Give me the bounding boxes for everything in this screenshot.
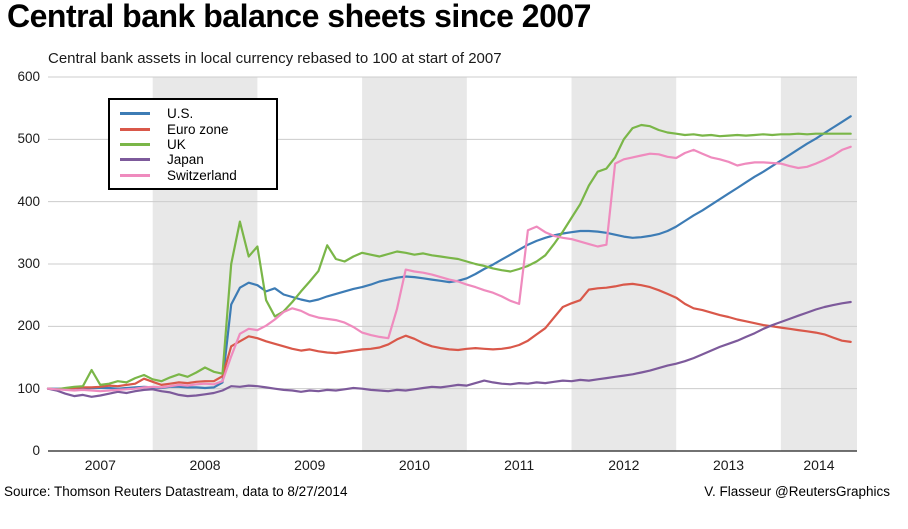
legend-swatch-switzerland (120, 173, 150, 177)
x-axis-tick-label-2009: 2009 (294, 457, 326, 473)
legend-item-u-s: U.S. (110, 106, 276, 121)
y-axis-tick-label-300: 300 (17, 256, 40, 271)
legend-swatch-uk (120, 142, 150, 146)
y-axis-tick-label-600: 600 (17, 69, 40, 84)
legend-label-uk: UK (167, 136, 186, 152)
x-axis-tick-label-2014: 2014 (803, 457, 835, 473)
x-axis-tick-label-2013: 2013 (712, 457, 745, 473)
series-line-switzerland (46, 145, 852, 393)
legend-item-switzerland: Switzerland (110, 168, 276, 183)
y-axis-tick-label-200: 200 (17, 318, 40, 334)
chart-title: Central bank balance sheets since 2007 (7, 0, 591, 34)
legend-label-japan: Japan (167, 152, 204, 168)
x-axis-tick-label-2007: 2007 (84, 457, 116, 473)
legend-swatch-euro-zone (120, 127, 150, 131)
legend-label-u-s: U.S. (167, 106, 194, 122)
y-axis-tick-label-400: 400 (17, 193, 40, 209)
series-line-japan (46, 300, 852, 398)
chart-subtitle: Central bank assets in local currency re… (48, 50, 502, 67)
y-axis-tick-label-100: 100 (17, 380, 40, 396)
legend-item-japan: Japan (110, 152, 276, 167)
legend-swatch-u-s (120, 112, 150, 116)
x-axis-tick-label-2008: 2008 (189, 457, 221, 473)
legend: U.S. Euro zone UK Japan Switzerland (108, 98, 278, 190)
x-axis-tick-label-2012: 2012 (608, 457, 640, 473)
x-axis-tick-label-2011: 2011 (504, 457, 535, 473)
source-note: Source: Thomson Reuters Datastream, data… (4, 484, 348, 499)
y-axis-tick-label-0: 0 (32, 443, 40, 458)
x-axis-tick-label-2010: 2010 (398, 457, 431, 473)
legend-label-euro-zone: Euro zone (167, 121, 229, 137)
legend-label-switzerland: Switzerland (167, 167, 237, 183)
legend-swatch-japan (120, 158, 150, 162)
series-line-uk (46, 123, 852, 391)
credit-note: V. Flasseur @ReutersGraphics (704, 484, 890, 499)
series-line-u-s (46, 115, 852, 390)
series-line-euro-zone (46, 282, 852, 391)
legend-item-euro-zone: Euro zone (110, 121, 276, 137)
legend-item-uk: UK (110, 137, 276, 152)
y-axis-tick-label-500: 500 (17, 131, 40, 147)
